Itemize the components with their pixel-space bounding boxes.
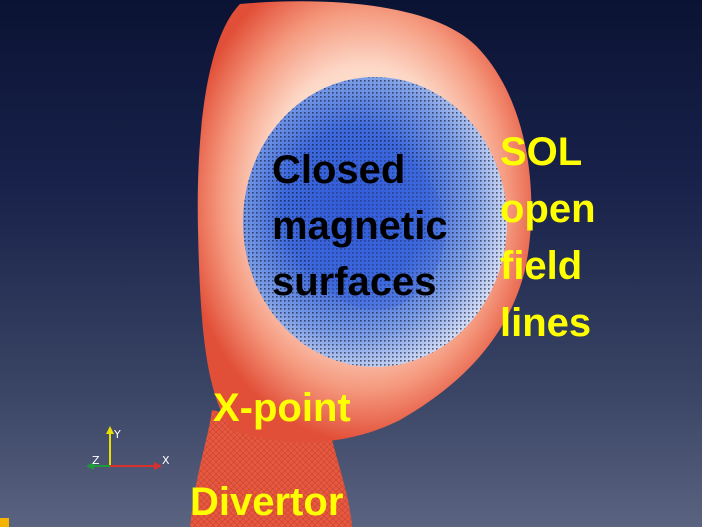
- z-axis-arrow: [86, 462, 94, 470]
- core-mesh-points: [243, 77, 507, 367]
- y-axis-label: Y: [113, 428, 121, 441]
- corner-accent: [0, 518, 9, 527]
- closed-label-line-1: Closed: [272, 148, 406, 192]
- sol-open-field-lines-label: SOL open field lines: [500, 132, 596, 360]
- closed-label-line-3: surfaces: [272, 260, 437, 304]
- y-axis-arrow: [106, 426, 114, 434]
- z-axis-label: Z: [92, 454, 100, 467]
- x-axis-arrow: [154, 462, 162, 470]
- closed-surfaces-label: Closed magnetic surfaces: [272, 150, 448, 318]
- sol-label-line-1: SOL: [500, 130, 583, 174]
- core-inner-glow: [305, 150, 445, 310]
- sol-label-line-2: open: [500, 187, 596, 231]
- sol-label-line-3: field: [500, 244, 583, 288]
- x-point-label: X-point: [213, 386, 351, 430]
- sol-label-line-4: lines: [500, 301, 592, 345]
- closed-label-line-2: magnetic: [272, 204, 448, 248]
- x-axis-label: X: [162, 454, 170, 467]
- orientation-axes-widget: Y Z X: [86, 426, 170, 470]
- divertor-label: Divertor: [190, 480, 344, 524]
